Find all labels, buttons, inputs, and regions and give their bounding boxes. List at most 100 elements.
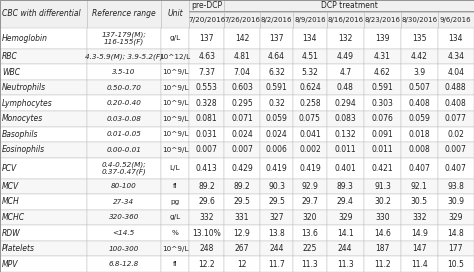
Text: 0.007: 0.007 (445, 146, 467, 154)
Bar (364, 194, 401, 210)
Text: 29.5: 29.5 (268, 197, 285, 206)
Bar (0, 158, 87, 178)
Bar (161, 28, 189, 49)
Bar (401, 111, 438, 127)
Bar (87, 95, 161, 111)
Bar (224, 127, 260, 142)
Text: 14.8: 14.8 (447, 228, 464, 237)
Bar (224, 194, 260, 210)
Bar (260, 178, 293, 194)
Text: 11.3: 11.3 (337, 260, 354, 269)
Text: fl: fl (173, 183, 177, 189)
Bar (87, 80, 161, 95)
Text: 0.01-0.05: 0.01-0.05 (106, 131, 141, 137)
Bar (401, 194, 438, 210)
Text: 187: 187 (375, 244, 390, 253)
Text: 12: 12 (237, 260, 247, 269)
Text: 4.3-5.9(M); 3.9-5.2(F): 4.3-5.9(M); 3.9-5.2(F) (85, 53, 163, 60)
Text: 29.4: 29.4 (337, 197, 354, 206)
Bar (327, 28, 364, 49)
Text: 4.64: 4.64 (268, 52, 285, 61)
Text: 4.31: 4.31 (374, 52, 391, 61)
Bar (224, 158, 260, 178)
Text: 0.295: 0.295 (231, 99, 253, 108)
Bar (260, 256, 293, 272)
Bar (438, 256, 474, 272)
Bar (224, 49, 260, 64)
Bar (438, 142, 474, 158)
Text: 0.258: 0.258 (299, 99, 321, 108)
Text: Lymphocytes: Lymphocytes (2, 99, 53, 108)
Bar (401, 95, 438, 111)
Bar (438, 225, 474, 241)
Bar (87, 111, 161, 127)
Bar (438, 64, 474, 80)
Bar (189, 80, 224, 95)
Text: 0.624: 0.624 (299, 83, 321, 92)
Bar (293, 178, 327, 194)
Bar (438, 12, 474, 28)
Text: 0.408: 0.408 (409, 99, 430, 108)
Text: 100-300: 100-300 (109, 246, 139, 252)
Bar (161, 158, 189, 178)
Bar (327, 225, 364, 241)
Text: 10^9/L: 10^9/L (162, 100, 188, 106)
Bar (401, 127, 438, 142)
Bar (189, 95, 224, 111)
Text: RDW: RDW (2, 228, 20, 237)
Bar (438, 194, 474, 210)
Text: WBC: WBC (2, 68, 20, 77)
Bar (364, 111, 401, 127)
Bar (189, 28, 224, 49)
Bar (189, 64, 224, 80)
Text: 137: 137 (269, 34, 284, 43)
Bar (401, 225, 438, 241)
Text: MCH: MCH (2, 197, 19, 206)
Bar (87, 0, 161, 28)
Text: 142: 142 (235, 34, 249, 43)
Bar (293, 80, 327, 95)
Text: 12.2: 12.2 (199, 260, 215, 269)
Text: 0.03-0.08: 0.03-0.08 (106, 116, 141, 122)
Bar (327, 210, 364, 225)
Bar (401, 256, 438, 272)
Text: 137-179(M);
116-155(F): 137-179(M); 116-155(F) (101, 31, 146, 45)
Text: CBC with differential: CBC with differential (2, 10, 81, 18)
Bar (327, 127, 364, 142)
Text: 8/9/2016: 8/9/2016 (294, 17, 326, 23)
Bar (87, 64, 161, 80)
Bar (260, 12, 293, 28)
Bar (0, 241, 87, 256)
Bar (161, 80, 189, 95)
Text: 134: 134 (448, 34, 463, 43)
Text: 0.081: 0.081 (196, 114, 218, 123)
Bar (364, 210, 401, 225)
Text: 0.507: 0.507 (409, 83, 430, 92)
Bar (260, 225, 293, 241)
Text: 0.011: 0.011 (372, 146, 393, 154)
Bar (260, 49, 293, 64)
Bar (327, 178, 364, 194)
Text: 147: 147 (412, 244, 427, 253)
Text: 11.3: 11.3 (301, 260, 319, 269)
Text: 89.3: 89.3 (337, 182, 354, 191)
Text: 0.024: 0.024 (231, 130, 253, 139)
Text: 4.51: 4.51 (301, 52, 319, 61)
Text: 331: 331 (235, 213, 249, 222)
Bar (293, 142, 327, 158)
Text: 0.408: 0.408 (445, 99, 466, 108)
Text: %: % (172, 230, 178, 236)
Text: MCV: MCV (2, 182, 19, 191)
Text: 327: 327 (269, 213, 284, 222)
Text: 0.20-0.40: 0.20-0.40 (106, 100, 141, 106)
Text: 4.04: 4.04 (447, 68, 464, 77)
Text: 27-34: 27-34 (113, 199, 134, 205)
Bar (364, 178, 401, 194)
Text: 0.007: 0.007 (231, 146, 253, 154)
Text: 8/23/2016: 8/23/2016 (365, 17, 401, 23)
Text: RBC: RBC (2, 52, 18, 61)
Bar (189, 210, 224, 225)
Text: 0.407: 0.407 (409, 164, 430, 173)
Bar (327, 12, 364, 28)
Bar (401, 241, 438, 256)
